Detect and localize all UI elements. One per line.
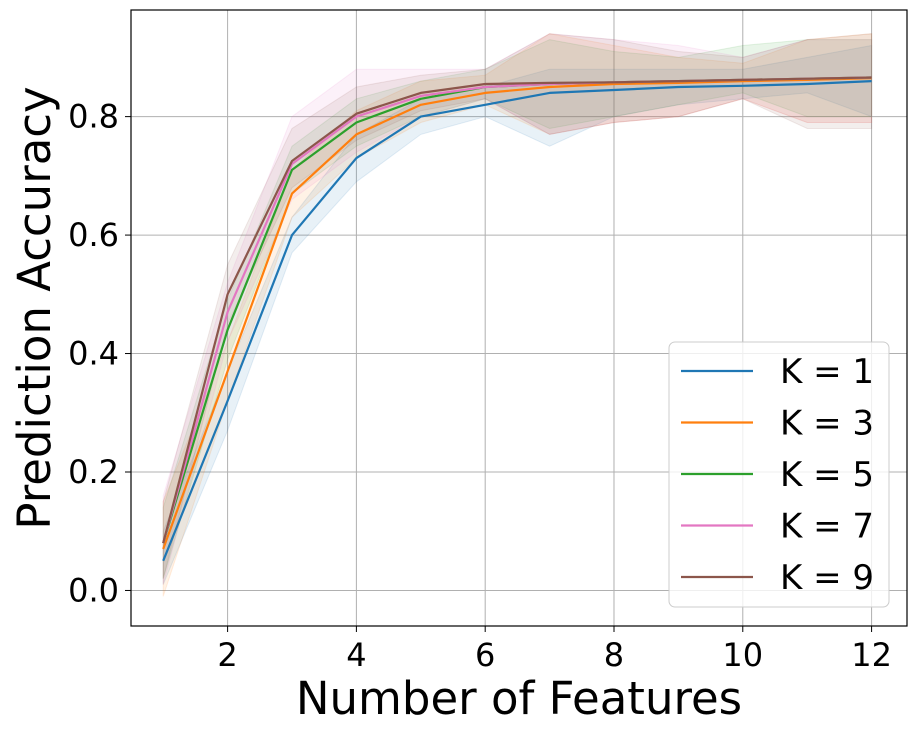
series-line-k=1 [162,80,872,562]
legend-label: K = 3 [780,404,874,444]
y-tick-label: 0.4 [68,335,119,373]
legend: K = 1 K = 3 K = 5 K = 7 K = 9 [668,341,890,608]
x-axis-ticks: 2 4 6 8 10 12 [217,626,892,674]
legend-label: K = 7 [780,507,874,547]
y-axis-ticks: 0.0 0.2 0.4 0.6 0.8 [68,98,131,609]
x-tick-label: 2 [217,636,237,674]
grid [131,10,907,626]
x-tick-label: 10 [722,636,763,674]
plot-frame [130,9,908,627]
legend-label: K = 9 [780,558,874,598]
y-tick-label: 0.6 [68,216,119,254]
series-line-k=9 [162,76,872,544]
legend-label: K = 5 [780,455,874,495]
x-tick-label: 6 [475,636,495,674]
series-lines [162,76,872,562]
y-tick-label: 0.8 [68,98,119,136]
y-tick-label: 0.0 [68,571,119,609]
band-k=7 [162,33,873,585]
y-tick-label: 0.2 [68,453,119,491]
y-axis-label: Prediction Accuracy [8,86,61,529]
legend-label: K = 1 [780,352,874,392]
x-axis-label: Number of Features [296,672,742,725]
series-line-k=3 [162,77,872,550]
band-k=5 [162,39,873,579]
x-tick-label: 8 [604,636,624,674]
x-tick-label: 12 [851,636,892,674]
x-tick-label: 4 [346,636,366,674]
band-k=9 [162,33,873,579]
legend-box [668,341,890,608]
